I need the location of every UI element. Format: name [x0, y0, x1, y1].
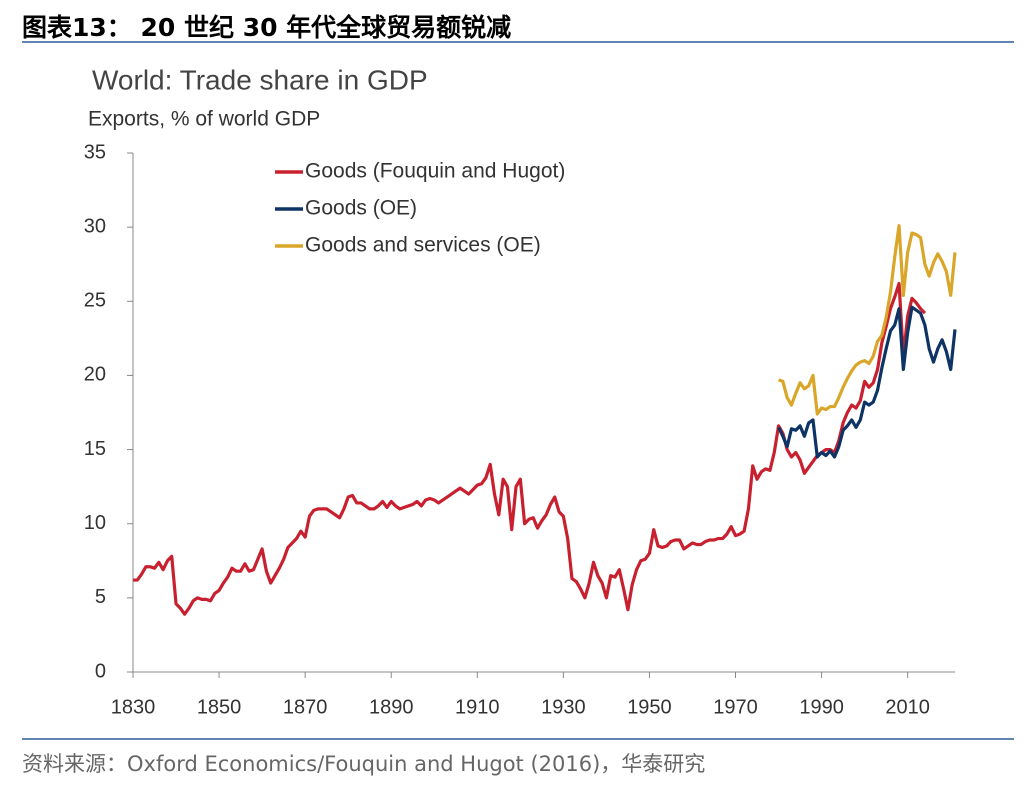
series-line: [777, 305, 957, 459]
x-tick-label: 1850: [197, 696, 242, 718]
y-tick-label: 25: [84, 290, 106, 312]
x-tick-label: 1830: [111, 696, 156, 718]
y-tick-label: 30: [84, 215, 106, 237]
x-tick-label: 1930: [541, 696, 586, 718]
legend-label: Goods and services (OE): [305, 234, 541, 257]
chart-subtitle: Exports, % of world GDP: [88, 108, 320, 131]
y-tick-label: 5: [95, 586, 106, 608]
x-tick-label: 1970: [713, 696, 758, 718]
legend-label: Goods (OE): [305, 197, 417, 220]
y-tick-label: 15: [84, 438, 106, 460]
series-line: [778, 224, 957, 416]
header-title: 图表13： 20 世纪 30 年代全球贸易额锐减: [22, 13, 511, 42]
y-tick-label: 20: [84, 364, 106, 386]
x-tick-label: 1950: [627, 696, 672, 718]
legend-label: Goods (Fouquin and Hugot): [305, 160, 565, 183]
y-tick-label: 10: [84, 512, 106, 534]
y-tick-label: 35: [84, 141, 106, 163]
y-tick-label: 0: [95, 660, 106, 682]
source: 资料来源：Oxford Economics/Fouquin and Hugot …: [22, 752, 705, 776]
x-tick-label: 1910: [455, 696, 500, 718]
x-tick-label: 1890: [369, 696, 414, 718]
chart-title: World: Trade share in GDP: [92, 64, 428, 95]
x-tick-label: 2010: [885, 696, 930, 718]
x-tick-label: 1870: [283, 696, 328, 718]
x-tick-label: 1990: [799, 696, 844, 718]
series-line: [133, 281, 927, 616]
